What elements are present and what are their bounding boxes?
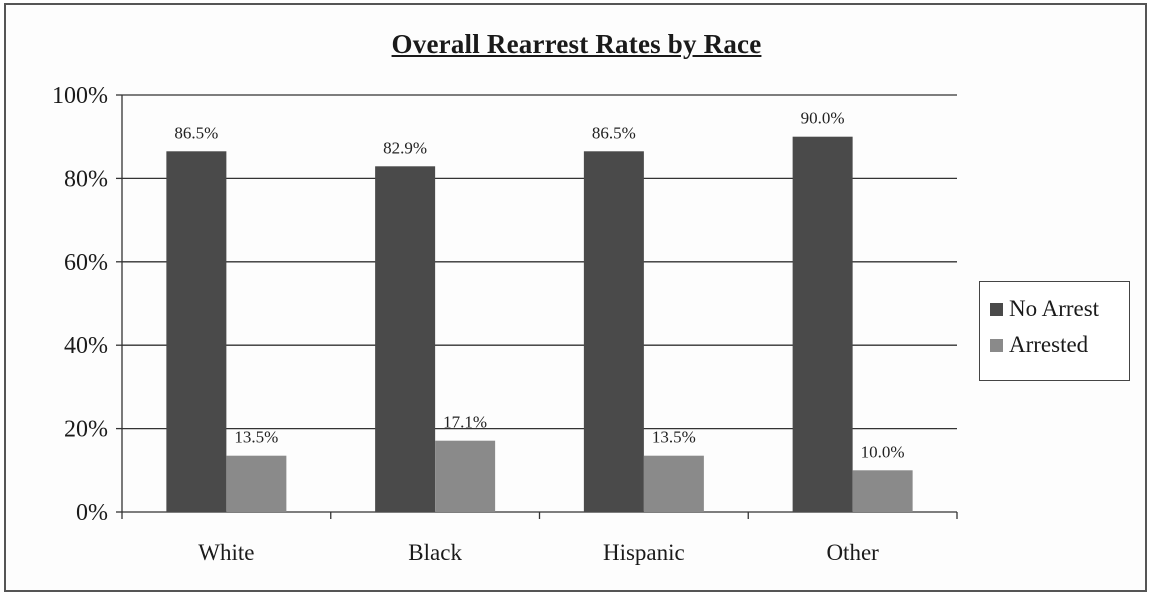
- y-tick-label: 60%: [64, 250, 108, 276]
- bar-arrested: [435, 440, 496, 512]
- legend-swatch-arrested: [990, 338, 1003, 352]
- legend-item-arrested: Arrested: [990, 330, 1129, 360]
- bar-no-arrest: [583, 151, 644, 513]
- legend-swatch-no-arrest: [990, 302, 1003, 316]
- data-label-no-arrest: 86.5%: [592, 123, 636, 142]
- y-tick-label: 80%: [64, 166, 108, 192]
- data-label-no-arrest: 86.5%: [174, 123, 218, 142]
- bar-arrested: [226, 455, 287, 512]
- legend-label-arrested: Arrested: [1009, 332, 1089, 357]
- x-category-label: Hispanic: [603, 540, 685, 565]
- chart-title: Overall Rearrest Rates by Race: [391, 29, 762, 59]
- x-category-label: Other: [826, 540, 879, 565]
- bar-no-arrest: [792, 136, 853, 512]
- chart-legend: No Arrest Arrested: [979, 281, 1130, 381]
- bar-no-arrest: [375, 166, 436, 512]
- x-category-label: White: [198, 540, 254, 565]
- bar-arrested: [643, 455, 704, 512]
- y-tick-label: 0%: [76, 500, 108, 526]
- legend-label-no-arrest: No Arrest: [1009, 296, 1100, 321]
- bar-no-arrest: [166, 151, 227, 513]
- bar-arrested: [852, 470, 913, 512]
- y-tick-label: 40%: [64, 333, 108, 359]
- data-label-arrested: 13.5%: [652, 428, 696, 447]
- data-label-arrested: 10.0%: [861, 442, 905, 461]
- y-tick-label: 100%: [52, 83, 108, 109]
- data-label-arrested: 17.1%: [443, 413, 487, 432]
- data-label-no-arrest: 82.9%: [383, 138, 427, 157]
- legend-item-no-arrest: No Arrest: [990, 294, 1129, 324]
- data-label-arrested: 13.5%: [234, 428, 278, 447]
- y-tick-label: 20%: [64, 417, 108, 443]
- data-label-no-arrest: 90.0%: [801, 109, 845, 128]
- x-category-label: Black: [408, 540, 462, 565]
